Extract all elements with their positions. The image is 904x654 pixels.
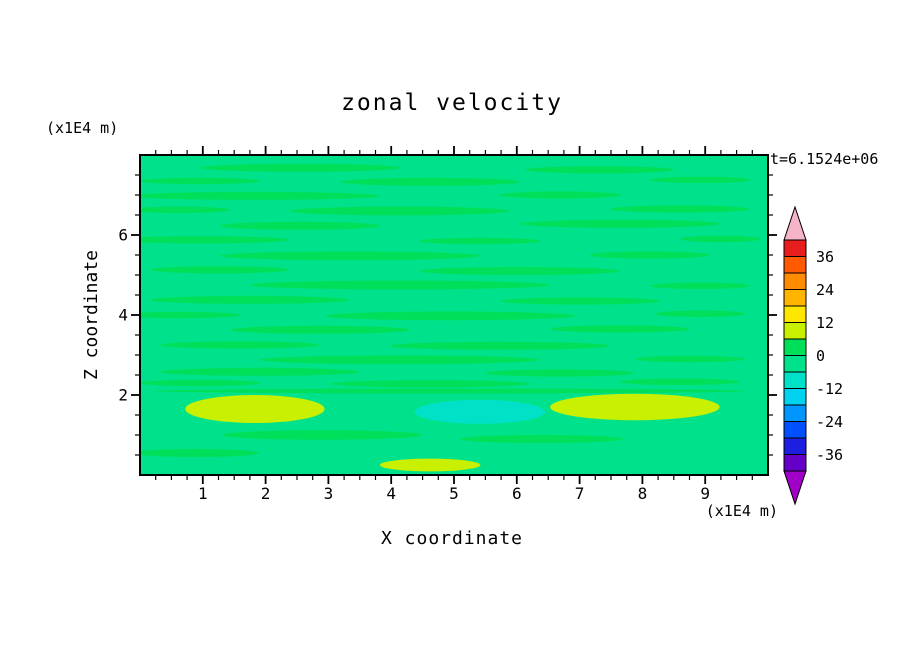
contour-streak (160, 341, 320, 349)
colorbar-box (783, 388, 807, 406)
contour-streak (649, 282, 751, 289)
x-tick-label: 6 (512, 484, 522, 503)
x-tick-label: 1 (198, 484, 208, 503)
x-tick-label: 3 (324, 484, 334, 503)
y-tick-label: 4 (118, 306, 128, 325)
y-tick-label: 6 (118, 226, 128, 245)
y-axis-label: Z coordinate (81, 249, 102, 381)
contour-streak (340, 177, 520, 186)
contour-streak (150, 295, 350, 304)
contour-streak (330, 380, 530, 388)
x-tick-label: 4 (386, 484, 396, 503)
colorbar-box (783, 272, 807, 290)
contour-streak (155, 388, 746, 394)
x-tick-label: 7 (575, 484, 585, 503)
contour-streak (654, 310, 746, 317)
contour-maximum (185, 395, 325, 423)
contour-streak (140, 379, 261, 387)
contour-streak (140, 236, 291, 244)
contour-streak (460, 435, 624, 443)
x-tick-label: 9 (700, 484, 710, 503)
y-tick-label: 2 (118, 386, 128, 405)
colorbar-box (783, 289, 807, 307)
colorbar-label: -12 (816, 380, 843, 398)
contour-streak (524, 166, 675, 174)
contour-minimum (414, 399, 546, 424)
colorbar (783, 205, 807, 506)
colorbar-box (783, 239, 807, 257)
contour-streak (619, 378, 741, 385)
x-axis-label: X coordinate (380, 528, 524, 549)
x-tick-labels: 1 2 3 4 5 6 7 8 9 (198, 484, 710, 503)
contour-streak (420, 267, 620, 275)
plot-field (140, 155, 768, 475)
contour-streak (634, 355, 746, 363)
x-tick-label: 8 (638, 484, 648, 503)
contour-streak (589, 251, 711, 259)
axis-ticks (131, 146, 777, 484)
y-tick-labels: 2 4 6 (118, 226, 128, 405)
contour-streak (220, 221, 380, 230)
contour-streak (140, 177, 261, 185)
colorbar-label: 24 (816, 281, 834, 299)
contour-streak (500, 297, 660, 305)
y-axis-unit: (x1E4 m) (46, 119, 119, 137)
contour-maximum (379, 458, 481, 472)
contour-streak (519, 219, 720, 228)
colorbar-under-arrow (783, 470, 807, 506)
contour-streak (550, 325, 690, 333)
contour-streak (140, 311, 241, 319)
colorbar-label: 12 (816, 314, 834, 332)
colorbar-box (783, 305, 807, 323)
colorbar-box (783, 256, 807, 274)
colorbar-box (783, 404, 807, 422)
colorbar-box (783, 454, 807, 472)
x-tick-label: 2 (261, 484, 271, 503)
colorbar-box (783, 338, 807, 356)
colorbar-label: 36 (816, 248, 834, 266)
contour-streak (290, 206, 510, 216)
contour-streak (249, 280, 551, 290)
contour-streak (160, 367, 360, 376)
contour-maximum (550, 393, 720, 421)
colorbar-label: -36 (816, 446, 843, 464)
time-annotation: t=6.1524e+06 (770, 150, 879, 168)
x-tick-label: 5 (449, 484, 459, 503)
colorbar-box (783, 371, 807, 389)
contour-streak (680, 235, 761, 243)
contour-streak (389, 341, 610, 350)
colorbar-label: 0 (816, 347, 825, 365)
contour-streak (485, 369, 635, 377)
contour-streak (649, 176, 751, 183)
colorbar-labels: 36 24 12 0 -12 -24 -36 (816, 248, 843, 464)
colorbar-box (783, 322, 807, 340)
contour-streak (325, 311, 576, 321)
contour-streak (219, 251, 480, 261)
colorbar-over-arrow (783, 205, 807, 241)
contour-streak (140, 449, 260, 457)
contour-streak (140, 191, 380, 200)
colorbar-box (783, 355, 807, 373)
x-axis-unit: (x1E4 m) (705, 502, 778, 520)
colorbar-label: -24 (816, 413, 843, 431)
contour-streak (230, 325, 411, 334)
contour-streak (419, 237, 541, 245)
colorbar-box (783, 437, 807, 455)
chart-title: zonal velocity (341, 90, 563, 116)
colorbar-box (783, 421, 807, 439)
contour-streak (150, 266, 290, 274)
contour-streak (610, 205, 750, 213)
contour-streak (499, 191, 621, 199)
contour-streak (140, 206, 231, 213)
contour-streak (200, 163, 400, 172)
contour-streak (259, 355, 541, 365)
contour-streak (221, 430, 423, 440)
